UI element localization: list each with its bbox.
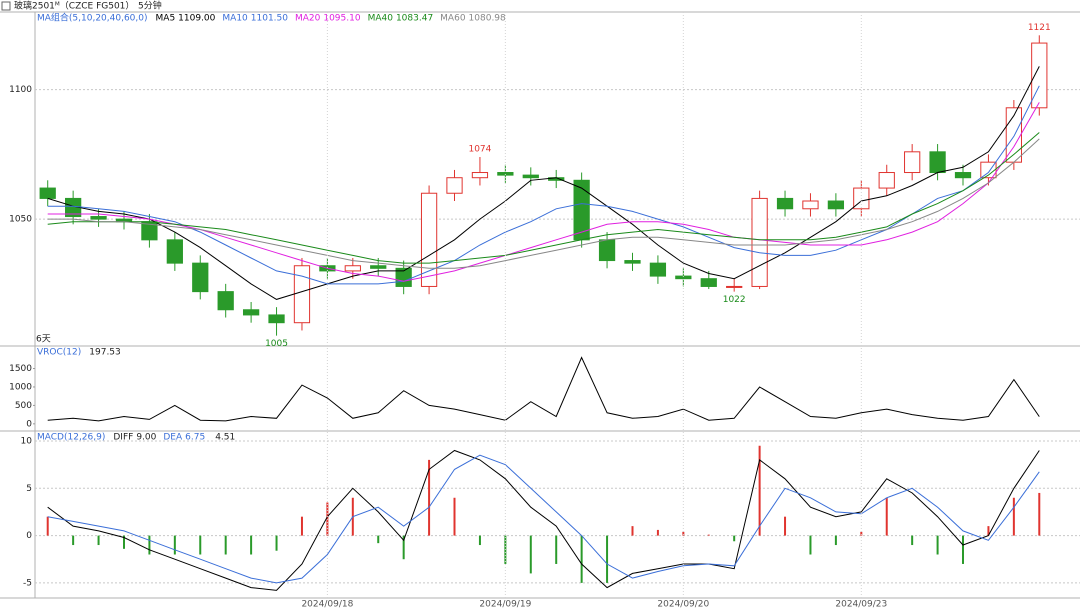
legend-text: MA组合(5,10,20,40,60,0) bbox=[37, 12, 148, 24]
candle-body bbox=[420, 192, 438, 287]
candle-body bbox=[217, 291, 234, 311]
candle-body bbox=[242, 309, 260, 316]
legend-value: 6.75 bbox=[185, 433, 205, 443]
x-tick-label: 2024/09/20 bbox=[657, 600, 709, 610]
y-tick-label: 500 bbox=[15, 401, 32, 411]
y-tick-label: 1500 bbox=[9, 364, 32, 374]
candle-body bbox=[471, 172, 489, 179]
candle-body bbox=[192, 262, 209, 293]
candle-body bbox=[802, 200, 819, 210]
series-line bbox=[47, 356, 1040, 422]
series-line bbox=[47, 138, 1040, 269]
candle-body bbox=[649, 262, 667, 277]
legend-text: VROC(12) bbox=[37, 348, 81, 358]
y-tick-label: 10 bbox=[21, 437, 33, 447]
candle-body bbox=[776, 197, 794, 210]
legend-name: MA60 bbox=[440, 14, 466, 24]
candle-body bbox=[827, 200, 845, 210]
menu-icon[interactable] bbox=[1, 1, 11, 11]
candle-body bbox=[751, 197, 768, 287]
y-tick-label: 1100 bbox=[9, 85, 32, 95]
candle-body bbox=[954, 172, 972, 179]
candle-body bbox=[293, 265, 311, 324]
legend-value: 9.00 bbox=[136, 433, 156, 443]
legend-value: 1095.10 bbox=[323, 14, 360, 24]
legend-name: MA10 bbox=[222, 14, 248, 24]
extreme-label: 1022 bbox=[723, 295, 746, 305]
candle-body bbox=[1031, 42, 1048, 109]
x-tick-label: 2024/09/19 bbox=[479, 600, 531, 610]
candle-body bbox=[878, 172, 895, 189]
y-tick-label: 5 bbox=[26, 484, 32, 494]
candle-body bbox=[90, 216, 107, 220]
series-line bbox=[47, 132, 1040, 264]
legend-value: 1083.47 bbox=[396, 14, 433, 24]
legend-text: 197.53 bbox=[89, 348, 121, 358]
period-note: 6天 bbox=[36, 335, 51, 345]
symbol: 玻璃2501ᴹ（CZCE FG501） bbox=[14, 0, 134, 12]
series-line bbox=[47, 102, 1040, 282]
y-tick-label: -5 bbox=[23, 578, 32, 588]
candle-body bbox=[980, 161, 997, 179]
candle-body bbox=[497, 172, 514, 176]
legend-text: MACD(12,26,9) bbox=[37, 433, 105, 443]
candle-body bbox=[166, 239, 183, 264]
candle-body bbox=[370, 265, 387, 269]
legend-value: 1101.50 bbox=[251, 14, 288, 24]
extreme-label: 1005 bbox=[265, 339, 288, 349]
period[interactable]: 5分钟 bbox=[138, 0, 162, 12]
series-line bbox=[47, 454, 1040, 584]
candle-body bbox=[268, 314, 285, 324]
y-tick-label: 0 bbox=[26, 531, 32, 541]
candle-body bbox=[39, 187, 56, 199]
legend-name: MA5 bbox=[156, 14, 176, 24]
candle-body bbox=[929, 151, 946, 174]
y-tick-label: 1000 bbox=[9, 382, 32, 392]
series-line bbox=[47, 85, 1040, 285]
y-tick-label: 0 bbox=[26, 419, 32, 429]
candle-body bbox=[344, 265, 361, 272]
extreme-label: 1121 bbox=[1028, 23, 1051, 33]
legend-value: 1080.98 bbox=[469, 14, 506, 24]
legend-name: DEA bbox=[163, 433, 183, 443]
legend-value: 4.51 bbox=[215, 433, 235, 443]
candle-body bbox=[446, 177, 463, 194]
candle-body bbox=[700, 278, 717, 287]
series-line bbox=[47, 449, 1040, 591]
candle-body bbox=[598, 239, 616, 262]
legend-name: DIFF bbox=[113, 433, 133, 443]
legend-name: MA20 bbox=[295, 14, 321, 24]
y-tick-label: 1050 bbox=[9, 215, 32, 225]
legend-name: MA40 bbox=[368, 14, 394, 24]
series-line bbox=[47, 66, 1040, 300]
candle-body bbox=[904, 151, 921, 174]
x-tick-label: 2024/09/23 bbox=[835, 600, 887, 610]
candle-body bbox=[522, 174, 539, 179]
candle-body bbox=[726, 285, 743, 288]
legend-value: 1109.00 bbox=[178, 14, 215, 24]
extreme-label: 1074 bbox=[468, 144, 491, 154]
x-tick-label: 2024/09/18 bbox=[301, 600, 353, 610]
candle-body bbox=[624, 260, 641, 264]
